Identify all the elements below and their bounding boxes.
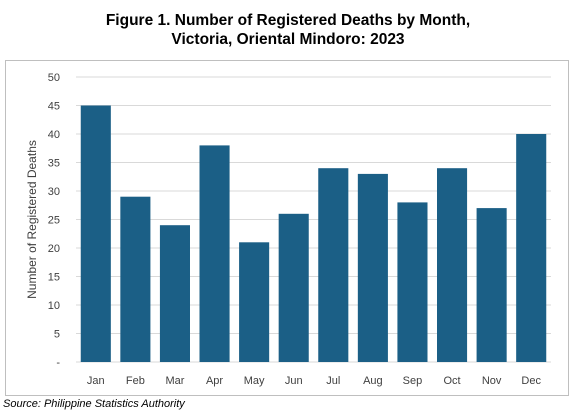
x-tick-label: Apr [206, 375, 223, 387]
bar-feb [120, 196, 151, 362]
bar-oct [437, 168, 468, 362]
y-tick-label: 45 [48, 101, 60, 113]
y-tick-label: 25 [48, 215, 60, 227]
bar-mar [159, 225, 190, 362]
y-tick-label: - [56, 357, 60, 369]
x-tick-label: Aug [363, 375, 383, 387]
x-tick-label: Mar [165, 375, 184, 387]
x-tick-label: Dec [521, 375, 541, 387]
y-tick-label: 20 [48, 243, 60, 255]
bar-aug [357, 173, 388, 362]
y-tick-label: 40 [48, 129, 60, 141]
x-tick-label: Jun [285, 375, 303, 387]
bars [80, 105, 547, 362]
y-tick-label: 50 [48, 72, 60, 84]
y-tick-label: 35 [48, 158, 60, 170]
bar-jan [80, 105, 111, 362]
chart-title: Figure 1. Number of Registered Deaths by… [0, 11, 576, 49]
bar-sep [397, 202, 428, 362]
bar-apr [199, 145, 230, 362]
x-tick-label: Sep [403, 375, 423, 387]
y-tick-label: 5 [54, 329, 60, 341]
x-tick-label: Oct [443, 375, 460, 387]
bar-may [239, 242, 270, 362]
x-tick-label: Jan [87, 375, 105, 387]
x-tick-label: Jul [326, 375, 340, 387]
y-tick-label: 10 [48, 300, 60, 312]
chart-title-line-2: Victoria, Oriental Mindoro: 2023 [171, 31, 405, 48]
x-tick-label: May [244, 375, 265, 387]
bar-nov [476, 208, 507, 362]
source-note: Source: Philippine Statistics Authority [3, 398, 185, 410]
y-axis-label: Number of Registered Deaths [25, 140, 39, 299]
x-tick-label: Feb [126, 375, 145, 387]
gridlines [76, 76, 551, 363]
y-tick-label: 15 [48, 272, 60, 284]
y-axis-tick-labels: - 5 10 15 20 25 30 35 40 45 50 [48, 72, 61, 369]
x-axis-tick-labels: Jan Feb Mar Apr May Jun Jul Aug Sep Oct Nov Dec [87, 375, 542, 387]
bar-jun [278, 213, 309, 362]
bar-jul [318, 168, 349, 362]
chart-title-line-1: Figure 1. Number of Registered Deaths by… [105, 12, 471, 29]
bar-dec [516, 134, 547, 362]
x-tick-label: Nov [482, 375, 502, 387]
y-tick-label: 30 [48, 186, 60, 198]
